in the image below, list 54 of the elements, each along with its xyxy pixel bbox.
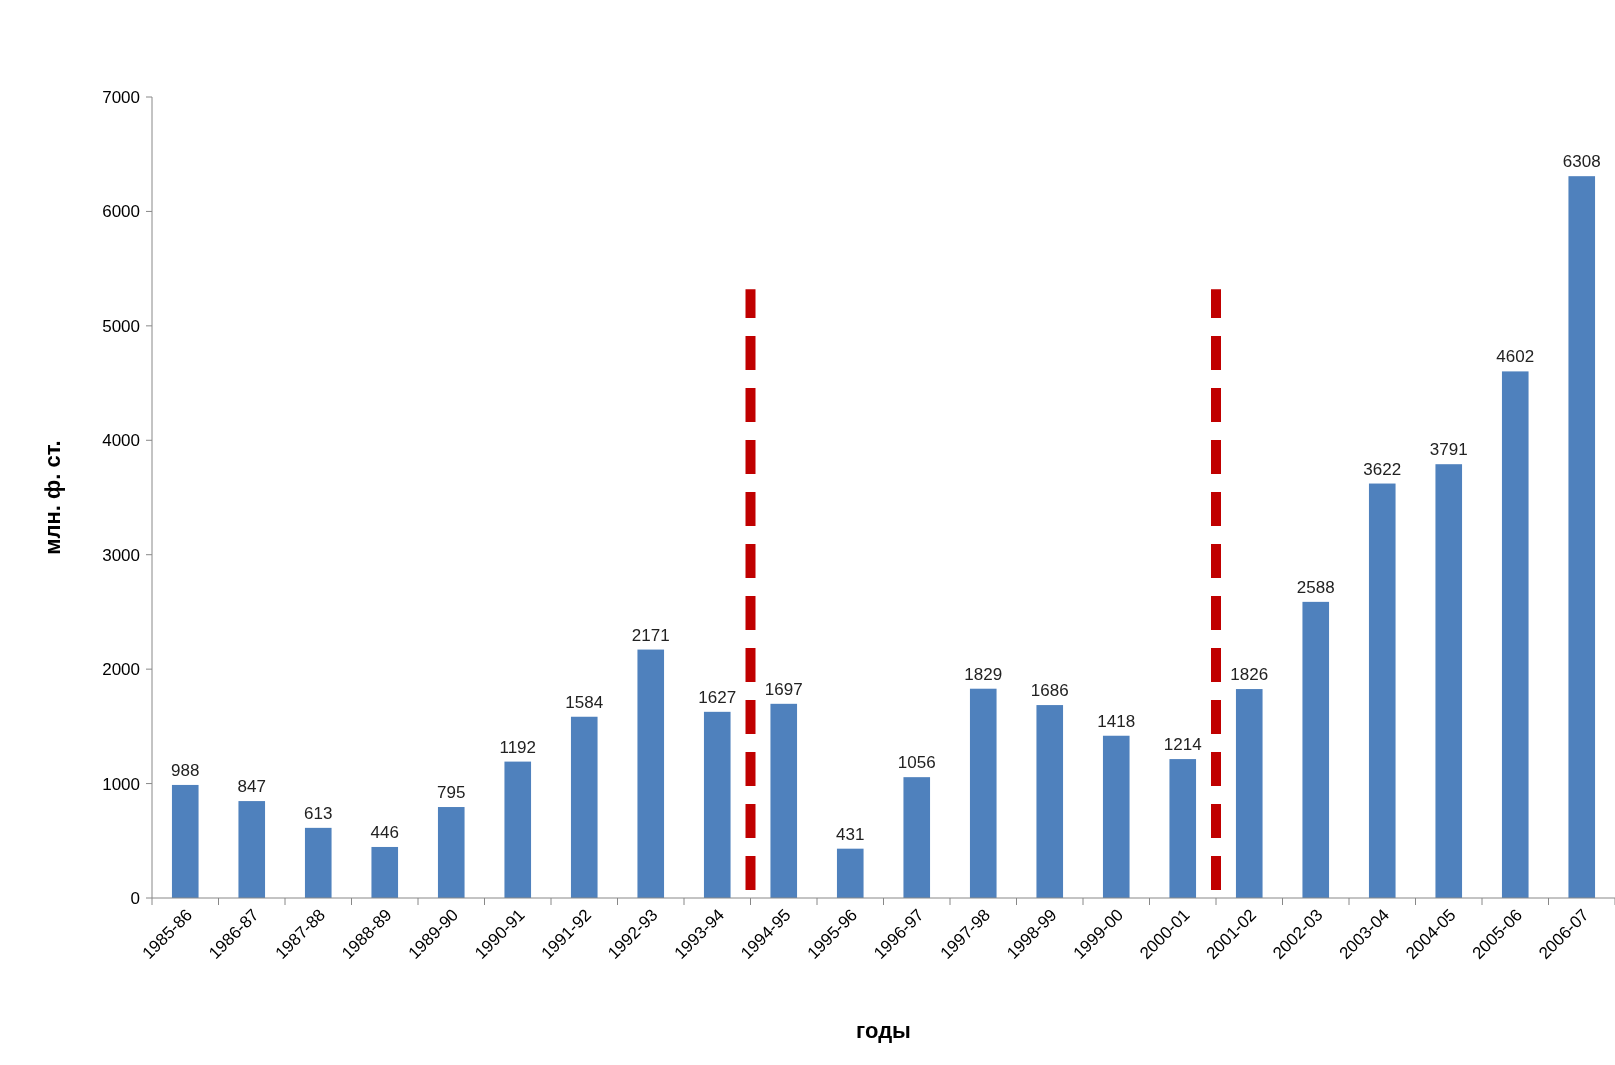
data-label: 6308	[1562, 152, 1601, 172]
data-label: 847	[237, 777, 266, 797]
data-label: 446	[370, 822, 399, 842]
bar	[437, 807, 465, 898]
y-tick-label: 4000	[102, 431, 140, 451]
y-axis-title: млн. ф. ст.	[40, 440, 65, 555]
bar	[770, 703, 798, 898]
bar	[1235, 689, 1263, 898]
y-tick-label: 5000	[102, 316, 140, 336]
x-axis-title: годы	[856, 1018, 911, 1043]
bar	[371, 846, 399, 898]
data-label: 1192	[499, 737, 537, 757]
data-label: 1584	[565, 692, 604, 712]
data-label: 3622	[1363, 459, 1402, 479]
bar	[1169, 759, 1197, 898]
y-tick-label: 0	[130, 888, 140, 908]
bar	[637, 649, 665, 898]
bar	[1302, 601, 1330, 898]
y-tick-label: 3000	[102, 545, 140, 565]
data-label: 1686	[1030, 681, 1069, 701]
data-label: 1214	[1163, 735, 1202, 755]
bar	[903, 777, 931, 898]
data-label: 1829	[964, 664, 1003, 684]
bar	[570, 716, 598, 898]
data-label: 988	[171, 760, 200, 780]
data-label: 1697	[764, 679, 803, 699]
bar	[238, 801, 266, 898]
bar	[1501, 371, 1529, 898]
bar	[1368, 483, 1396, 898]
data-label: 613	[304, 803, 333, 823]
data-label: 1627	[698, 687, 737, 707]
bar	[836, 848, 864, 898]
data-label: 4602	[1496, 347, 1535, 367]
bar	[703, 711, 731, 898]
bar	[1102, 735, 1130, 898]
bar	[1036, 705, 1064, 898]
y-tick-label: 6000	[102, 202, 140, 222]
bar	[1435, 464, 1463, 898]
y-tick-label: 7000	[102, 87, 140, 107]
y-tick-label: 1000	[102, 774, 140, 794]
data-label: 1056	[897, 753, 936, 773]
data-label: 3791	[1429, 440, 1468, 460]
bar	[504, 761, 532, 898]
bar	[304, 827, 332, 898]
data-label: 2171	[631, 625, 670, 645]
data-label: 431	[836, 824, 865, 844]
y-tick-label: 2000	[102, 660, 140, 680]
bar	[1568, 176, 1596, 898]
data-label: 795	[437, 783, 466, 803]
bar	[171, 784, 199, 898]
data-label: 1418	[1097, 711, 1136, 731]
data-label: 1826	[1230, 665, 1269, 685]
bar	[969, 688, 997, 898]
data-label: 2588	[1296, 577, 1335, 597]
